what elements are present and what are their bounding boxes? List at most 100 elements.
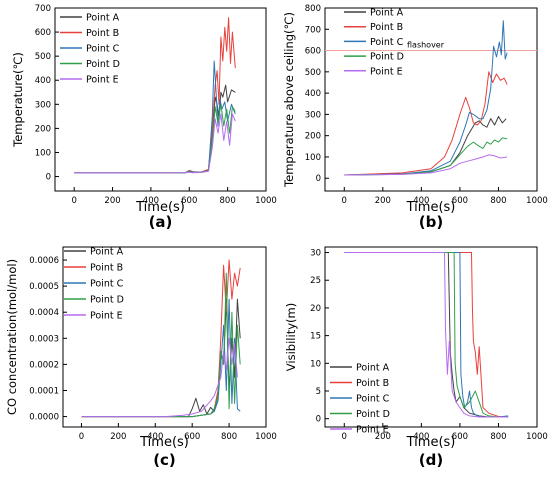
y-tick-label: 0 [46,173,51,183]
legend-label: Point D [356,409,390,420]
y-tick-label: 0 [316,174,321,184]
legend-label: Point E [86,75,119,86]
legend-label: Point E [90,311,123,322]
x-tick-label: 200 [110,432,126,442]
x-axis-label: Time(s) [135,200,185,215]
panel-letter: (b) [419,213,443,231]
y-tick-label: 15 [310,332,321,342]
series-line-point-d [81,272,241,418]
x-tick-label: 0 [79,432,84,442]
series-line-point-b [344,71,508,176]
x-tick-label: 800 [490,432,506,442]
y-tick-label: 30 [310,249,321,259]
legend-label: Point C [90,279,124,290]
x-tick-label: 1000 [255,196,277,206]
series-line-point-e [74,113,236,174]
y-axis-label: Temperature(℃) [11,52,25,148]
chart-panel-2: 0 200 400 600 800 1000 0 100 200 300 400 500 600 700 8… [282,4,548,231]
series-line-point-d [344,252,509,418]
legend-label: Point D [370,52,404,63]
legend-label: Point C [356,394,390,405]
x-tick-label: 0 [342,432,347,442]
y-tick-label: 200 [35,124,51,134]
legend-label: Point D [90,295,124,306]
y-tick-label: 0 [316,415,321,425]
y-tick-label: 400 [35,76,51,86]
legend-label: Point B [90,263,123,274]
y-tick-label: 600 [35,28,51,38]
x-tick-label: 400 [147,432,163,442]
series-line-point-e [344,252,509,418]
y-tick-label: 300 [305,110,321,120]
legend-label: Point A [86,13,120,24]
legend-label: Point D [86,59,120,70]
y-tick-label: 100 [305,153,321,163]
x-tick-label: 800 [220,196,236,206]
legend-label: Point A [370,8,404,19]
y-tick-label: 300 [35,100,51,110]
x-tick-label: 1000 [526,432,548,442]
x-tick-label: 0 [71,196,76,206]
x-tick-label: 400 [413,432,429,442]
panel-letter: (c) [153,451,176,469]
y-tick-label: 0.0000 [29,413,59,423]
y-tick-label: 100 [35,148,51,158]
y-axis-label: Temperature above ceiling(℃) [282,12,296,188]
y-tick-label: 10 [310,359,321,369]
x-tick-label: 400 [413,196,429,206]
y-tick-label: 200 [305,132,321,142]
y-axis-label: Visibility(m) [284,303,298,371]
x-tick-label: 800 [221,432,237,442]
plot-frame [324,7,538,192]
series-line-point-b [344,252,509,417]
x-tick-label: 600 [181,196,197,206]
y-tick-label: 0.0005 [29,282,59,292]
panel-letter: (d) [419,451,443,469]
chart-panel-4: 0 200 400 600 800 1000 0 5 10 15 20 25 30 Point A Poin… [284,246,548,469]
x-tick-label: 600 [452,432,468,442]
y-tick-label: 25 [310,276,321,286]
chart-panel-1: 0 200 400 600 800 1000 0 100 200 300 400 500 600 700 P… [11,4,277,231]
series-line-point-c [344,20,508,176]
plot-frame [54,7,267,192]
plot-frame [324,246,538,428]
y-tick-label: 400 [305,89,321,99]
x-tick-label: 800 [490,196,506,206]
x-tick-label: 400 [143,196,159,206]
legend-label: Point C [86,44,120,55]
series-line-point-e [344,154,508,176]
x-axis-label: Time(s) [406,435,456,450]
x-axis-label: Time(s) [406,200,456,215]
series-line-point-e [81,337,238,418]
plot-frame [62,246,267,428]
legend-label: Point A [356,363,390,374]
y-tick-label: 500 [305,68,321,78]
x-tick-label: 1000 [255,432,277,442]
y-axis-label: CO concentration(mol/mol) [5,259,19,415]
x-tick-label: 200 [104,196,120,206]
legend-label: Point E [370,66,403,77]
y-tick-label: 0.0003 [29,334,59,344]
x-tick-label: 200 [375,432,391,442]
y-tick-label: 0.0002 [29,360,59,370]
legend-label: Point B [370,22,403,33]
x-axis-label: Time(s) [139,435,189,450]
x-tick-label: 0 [342,196,347,206]
y-tick-label: 500 [35,52,51,62]
chart-panel-3: 0 200 400 600 800 1000 0.0000 0.0001 0.0002 0.000… [5,246,277,469]
y-tick-label: 800 [305,4,321,14]
series-line-point-a [344,252,509,418]
y-tick-label: 0.0001 [29,386,59,396]
y-tick-label: 700 [305,25,321,35]
x-tick-label: 600 [184,432,200,442]
y-tick-label: 600 [305,47,321,57]
series-line-point-d [344,137,508,176]
y-tick-label: 0.0004 [29,308,59,318]
legend-label: Point B [86,28,119,39]
y-tick-label: 5 [316,387,321,397]
series-line-point-a [344,116,507,176]
flashover-annotation: flashover [407,41,445,50]
x-tick-label: 600 [452,196,468,206]
y-tick-label: 700 [35,4,51,14]
